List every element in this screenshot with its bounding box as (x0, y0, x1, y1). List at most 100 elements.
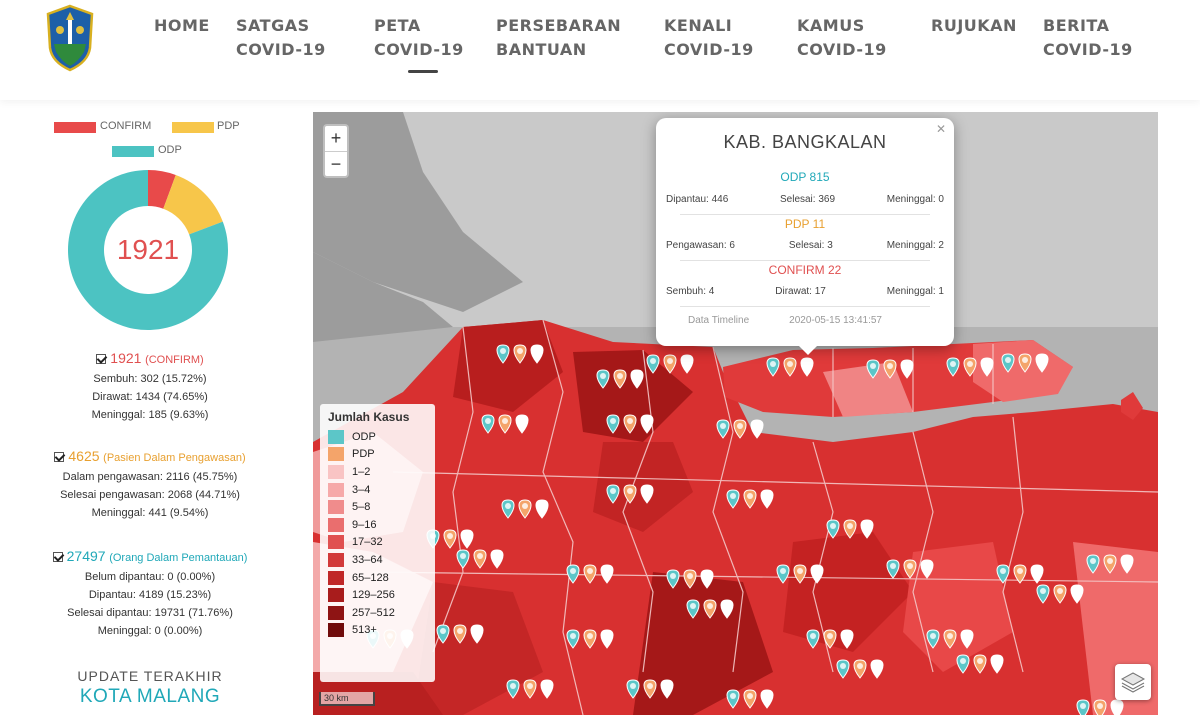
map-marker-dot (447, 533, 453, 539)
map-legend-swatch (328, 517, 344, 532)
popup-timeline-row: Data Timeline 2020-05-15 13:41:57 (688, 315, 928, 326)
map-marker-dot (502, 418, 508, 424)
nav-home[interactable]: HOME (154, 16, 210, 35)
map-marker-dot (747, 693, 753, 699)
nav-kamus-covid19[interactable]: KAMUS COVID-19 (797, 16, 887, 59)
update-place[interactable]: KOTA MALANG (79, 686, 221, 707)
map-marker-dot (797, 568, 803, 574)
map-scale-bar: 30 km (319, 692, 375, 706)
map-legend-label: 5–8 (352, 501, 371, 514)
confirm-line: Sembuh: 302 (15.72%) (93, 373, 207, 385)
map-marker-dot (570, 568, 576, 574)
map-marker-dot (887, 363, 893, 369)
map-marker-dot (764, 693, 770, 699)
map-marker-dot (440, 628, 446, 634)
pdp-line: Meninggal: 441 (9.54%) (91, 507, 209, 519)
pdp-stats: 4625 (Pasien Dalam Pengawasan) Dalam pen… (10, 446, 290, 522)
map-marker-dot (644, 488, 650, 494)
map-marker-dot (707, 603, 713, 609)
jawa-timur-emblem-icon[interactable] (44, 4, 96, 72)
region-popup[interactable]: ✕ KAB. BANGKALAN ODP 815 Dipantau: 446 S… (656, 118, 954, 355)
map-legend-swatch (328, 552, 344, 567)
popup-confirm-value: Meninggal: 1 (886, 286, 944, 297)
map-marker-dot (587, 568, 593, 574)
map-marker-dot (527, 683, 533, 689)
pdp-label: (Pasien Dalam Pengawasan) (103, 452, 246, 464)
map-marker-dot (844, 633, 850, 639)
zoom-out-button[interactable]: − (325, 151, 347, 176)
map-legend-item: 129–256 (328, 586, 427, 604)
map-legend-label: 1–2 (352, 465, 371, 478)
map-marker-dot (539, 503, 545, 509)
map-marker-dot (780, 568, 786, 574)
donut-center-total: 1921 (116, 234, 180, 265)
map-legend-item: 5–8 (328, 498, 427, 516)
pdp-checkbox[interactable] (54, 452, 65, 462)
map-marker-dot (967, 361, 973, 367)
map-marker-dot (830, 523, 836, 529)
map-legend-item: 257–512 (328, 604, 427, 622)
confirm-line: Meninggal: 185 (9.63%) (91, 409, 209, 421)
map-marker-dot (814, 568, 820, 574)
map-marker-dot (627, 488, 633, 494)
map-marker-dot (1034, 568, 1040, 574)
odp-checkbox[interactable] (52, 552, 63, 562)
map-canvas[interactable] (313, 112, 1158, 715)
popup-timeline-label: Data Timeline (688, 315, 750, 326)
map-marker-dot (519, 418, 525, 424)
map-marker-dot (670, 573, 676, 579)
map-legend-label: 9–16 (352, 518, 377, 531)
covid-map[interactable]: + − Jumlah Kasus ODP PDP 1–2 3–4 5–8 9–16 17–3… (313, 112, 1158, 715)
nav-berita-covid19[interactable]: BERITA COVID-19 (1043, 16, 1133, 59)
map-marker-dot (474, 628, 480, 634)
statistics-panel: CONFIRM PDP ODP 1921 1921 (CONFIRM) Semb… (0, 108, 300, 715)
confirm-checkbox[interactable] (96, 354, 107, 364)
map-marker-dot (627, 418, 633, 424)
map-marker-dot (587, 633, 593, 639)
map-marker-dot (924, 563, 930, 569)
nav-persebaran-bantuan[interactable]: PERSEBARAN BANTUAN (496, 16, 622, 59)
nav-satgas-covid19[interactable]: SATGAS COVID-19 (236, 16, 326, 59)
map-marker-dot (907, 563, 913, 569)
popup-close-icon[interactable]: ✕ (935, 122, 946, 136)
popup-odp-value: Dipantau: 446 (666, 194, 729, 205)
nav-rujukan[interactable]: RUJUKAN (931, 16, 1017, 35)
donut-slice-confirm[interactable] (148, 170, 176, 209)
map-marker-dot (570, 633, 576, 639)
map-legend-item: 33–64 (328, 551, 427, 569)
map-marker-dot (704, 573, 710, 579)
update-title: UPDATE TERAKHIR (77, 668, 223, 684)
map-marker-dot (1057, 588, 1063, 594)
map-legend-label: PDP (352, 448, 375, 461)
map-legend-label: ODP (352, 430, 376, 443)
zoom-control: + − (323, 124, 349, 178)
zoom-in-button[interactable]: + (330, 128, 342, 148)
map-marker-dot (904, 363, 910, 369)
map-marker-dot (1114, 703, 1120, 709)
map-marker-dot (747, 493, 753, 499)
map-marker-dot (500, 348, 506, 354)
map-marker-dot (604, 633, 610, 639)
map-marker-dot (804, 361, 810, 367)
legend-confirm-label: CONFIRM (100, 120, 152, 132)
map-legend-label: 17–32 (352, 536, 383, 549)
map-legend-swatch (328, 570, 344, 585)
map-marker-dot (730, 693, 736, 699)
popup-odp-value: Meninggal: 0 (886, 194, 944, 205)
map-marker-dot (890, 563, 896, 569)
layers-icon[interactable] (1115, 664, 1151, 700)
odp-line: Belum dipantau: 0 (0.00%) (84, 571, 216, 583)
nav-peta-covid19[interactable]: PETA COVID-19 (374, 16, 464, 59)
map-legend: Jumlah Kasus ODP PDP 1–2 3–4 5–8 9–16 17–32 33–… (320, 404, 435, 682)
map-marker-dot (477, 553, 483, 559)
donut-slice-pdp[interactable] (163, 174, 223, 235)
legend-confirm-swatch (54, 122, 96, 133)
donut-slice-odp[interactable] (68, 170, 228, 330)
map-legend-item: 17–32 (328, 534, 427, 552)
map-marker-dot (647, 683, 653, 689)
confirm-count: 1921 (110, 350, 142, 366)
map-marker-dot (617, 373, 623, 379)
map-marker-dot (1005, 357, 1011, 363)
nav-kenali-covid19[interactable]: KENALI COVID-19 (664, 16, 754, 59)
map-marker-dot (1039, 357, 1045, 363)
